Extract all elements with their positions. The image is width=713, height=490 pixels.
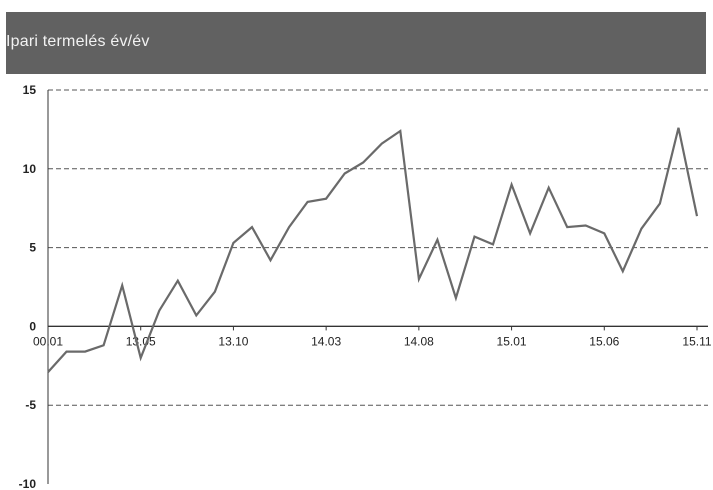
x-tick-label: 13.10 [218, 334, 248, 348]
y-tick-label: -10 [19, 477, 37, 490]
y-tick-label: 5 [29, 241, 36, 255]
chart-title-bar [6, 12, 706, 74]
y-tick-label: 10 [23, 162, 37, 176]
y-tick-label: -5 [25, 398, 36, 412]
chart-title: Ipari termelés év/év [6, 33, 150, 50]
x-tick-label: 14.03 [311, 334, 341, 348]
y-tick-label: 0 [29, 319, 36, 333]
x-tick-label: 14.08 [404, 334, 434, 348]
y-tick-labels: 15 10 5 0 -5 -10 [19, 83, 37, 490]
series-line [47, 127, 699, 373]
y-tick-label: 15 [23, 83, 37, 97]
x-tick-label: 15.01 [497, 334, 527, 348]
x-tick-label: 13.05 [126, 334, 156, 348]
x-tick-label: 15.11 [682, 334, 711, 348]
x-tick-label: 00.01 [33, 334, 63, 348]
x-tick-label: 15.06 [589, 334, 619, 348]
gridlines [48, 89, 708, 406]
